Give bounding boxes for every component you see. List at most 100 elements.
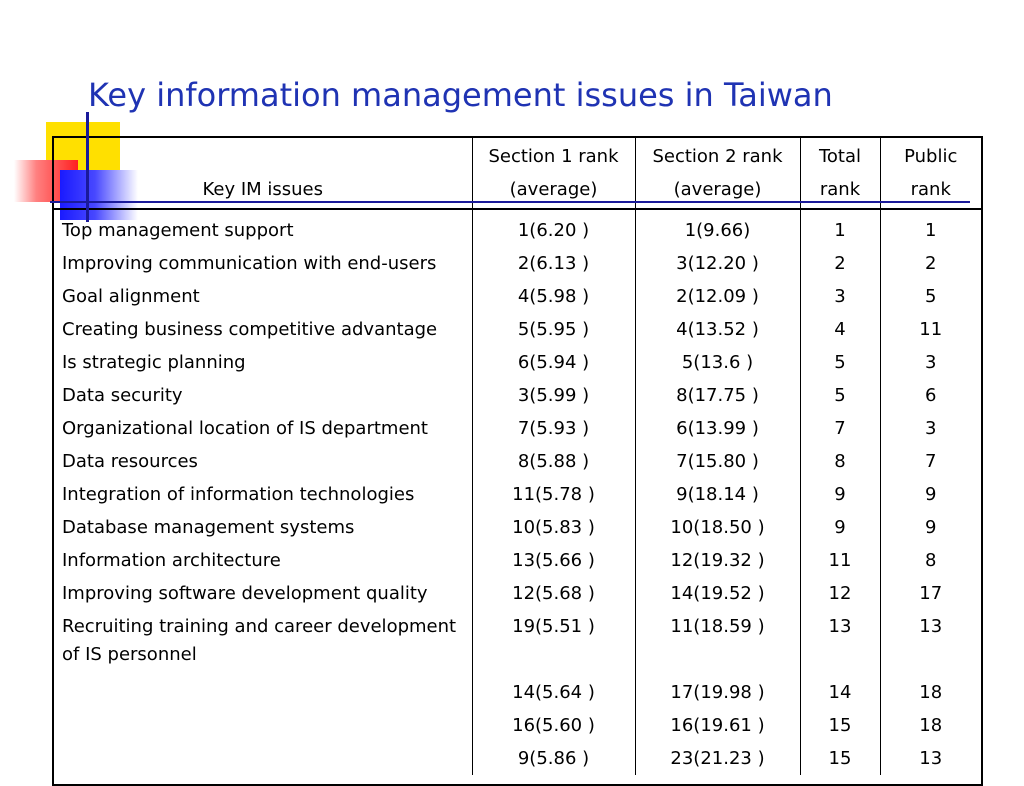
header-label: Total: [818, 146, 862, 167]
section2-value: 5(13.6 ): [681, 352, 754, 373]
issue-item: Improving communication with end-users: [62, 253, 437, 274]
header-section1-rank: Section 1 rank (average): [472, 138, 636, 210]
public-value: 3: [925, 418, 937, 439]
public-value: 9: [925, 484, 937, 505]
section2-value: 10(18.50 ): [670, 517, 765, 538]
section2-value: 12(19.32 ): [670, 550, 765, 571]
section1-value: 8(5.88 ): [517, 451, 590, 472]
section1-value: 16(5.60 ): [512, 715, 595, 736]
section1-value: 6(5.94 ): [517, 352, 590, 373]
section2-value: 14(19.52 ): [670, 583, 765, 604]
row-gap: [636, 643, 800, 676]
public-value: 17: [919, 583, 943, 604]
public-value: 13: [919, 748, 943, 769]
section1-value: 2(6.13 ): [517, 253, 590, 274]
section2-value: 3(12.20 ): [676, 253, 759, 274]
total-value: 9: [834, 484, 846, 505]
public-value: 8: [925, 550, 937, 571]
total-value: 11: [828, 550, 852, 571]
public-value: 6: [925, 385, 937, 406]
header-label: (average): [673, 179, 762, 200]
section2-value: 17(19.98 ): [670, 682, 765, 703]
total-value: 14: [828, 682, 852, 703]
section1-rank-column: 1(6.20 ) 2(6.13 ) 4(5.98 ) 5(5.95 ) 6(5.…: [472, 209, 636, 775]
section1-value: 10(5.83 ): [512, 517, 595, 538]
public-value: 11: [919, 319, 943, 340]
section2-value: 4(13.52 ): [676, 319, 759, 340]
section1-value: 4(5.98 ): [517, 286, 590, 307]
header-total-rank: Total rank: [800, 138, 881, 210]
public-rank-column: 1 2 5 11 3 6 3 7 9 9 8 17 13 18 18 13: [880, 209, 981, 775]
issue-item: Database management systems: [62, 517, 355, 538]
total-value: 5: [834, 352, 846, 373]
total-value: 1: [834, 220, 846, 241]
section1-value: 12(5.68 ): [512, 583, 595, 604]
public-value: 3: [925, 352, 937, 373]
row-gap: [881, 643, 982, 676]
header-section2-rank: Section 2 rank (average): [635, 138, 801, 210]
public-value: 18: [919, 715, 943, 736]
section1-value: 14(5.64 ): [512, 682, 595, 703]
issue-item: Top management support: [62, 220, 294, 241]
issue-item: Data security: [62, 385, 183, 406]
header-label: Key IM issues: [202, 179, 324, 200]
public-value: 18: [919, 682, 943, 703]
section1-value: 19(5.51 ): [512, 616, 595, 637]
section1-value: 11(5.78 ): [512, 484, 595, 505]
total-value: 8: [834, 451, 846, 472]
row-gap: [801, 643, 880, 676]
slide-title: Key information management issues in Tai…: [88, 76, 833, 114]
section2-rank-column: 1(9.66) 3(12.20 ) 2(12.09 ) 4(13.52 ) 5(…: [635, 209, 801, 775]
section2-value: 2(12.09 ): [676, 286, 759, 307]
public-value: 1: [925, 220, 937, 241]
section2-value: 23(21.23 ): [670, 748, 765, 769]
section2-value: 6(13.99 ): [676, 418, 759, 439]
table-body-row: Top management support Improving communi…: [54, 209, 981, 775]
total-value: 15: [828, 715, 852, 736]
issue-item: Goal alignment: [62, 286, 200, 307]
issue-item: Organizational location of IS department: [62, 418, 428, 439]
total-value: 12: [828, 583, 852, 604]
total-value: 9: [834, 517, 846, 538]
section1-value: 1(6.20 ): [517, 220, 590, 241]
total-value: 3: [834, 286, 846, 307]
header-label: Section 1 rank: [488, 146, 619, 167]
row-gap: [473, 643, 635, 676]
issue-item: Recruiting training and career developme…: [62, 616, 457, 665]
total-value: 2: [834, 253, 846, 274]
issue-item: Data resources: [62, 451, 198, 472]
section2-value: 16(19.61 ): [670, 715, 765, 736]
issues-column: Top management support Improving communi…: [54, 209, 473, 775]
issues-table-frame: Key IM issues Section 1 rank (average) S…: [52, 136, 983, 786]
section1-value: 13(5.66 ): [512, 550, 595, 571]
section2-value: 9(18.14 ): [676, 484, 759, 505]
header-public-rank: Public rank: [880, 138, 981, 210]
public-value: 7: [925, 451, 937, 472]
section2-value: 1(9.66): [684, 220, 751, 241]
total-value: 4: [834, 319, 846, 340]
section2-value: 7(15.80 ): [676, 451, 759, 472]
total-value: 13: [828, 616, 852, 637]
header-label: (average): [509, 179, 598, 200]
decor-vertical-line: [86, 112, 89, 222]
section2-value: 11(18.59 ): [670, 616, 765, 637]
section1-value: 9(5.86 ): [517, 748, 590, 769]
total-rank-column: 1 2 3 4 5 5 7 8 9 9 11 12 13 14 15 15: [800, 209, 881, 775]
public-value: 2: [925, 253, 937, 274]
issues-table: Key IM issues Section 1 rank (average) S…: [54, 138, 981, 775]
section1-value: 7(5.93 ): [517, 418, 590, 439]
issue-item: Is strategic planning: [62, 352, 246, 373]
section2-value: 8(17.75 ): [676, 385, 759, 406]
header-label: Public: [904, 146, 958, 167]
issue-item: Creating business competitive advantage: [62, 319, 438, 340]
total-value: 5: [834, 385, 846, 406]
public-value: 13: [919, 616, 943, 637]
header-key-im-issues: Key IM issues: [54, 138, 473, 210]
total-value: 7: [834, 418, 846, 439]
issue-item: Improving software development quality: [62, 583, 428, 604]
issue-item: Information architecture: [62, 550, 281, 571]
header-label: Section 2 rank: [652, 146, 783, 167]
public-value: 5: [925, 286, 937, 307]
header-label: rank: [819, 179, 861, 200]
decor-horizontal-line: [50, 201, 970, 203]
